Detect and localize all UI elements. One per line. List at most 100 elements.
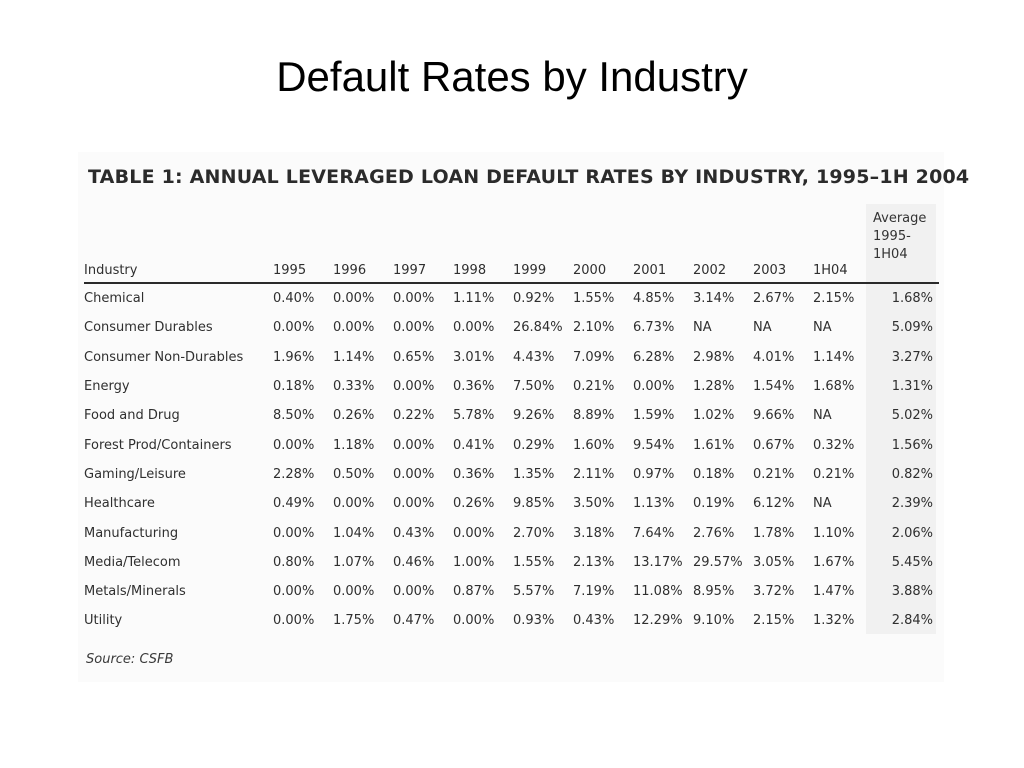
- rate-cell: 3.14%: [693, 291, 735, 307]
- table-row: Healthcare 0.49% 0.00% 0.00% 0.26% 9.85% 3.50%…: [84, 489, 939, 518]
- rate-cell: 2.13%: [573, 554, 615, 570]
- rate-cell: NA: [813, 408, 832, 424]
- rate-cell: 0.21%: [753, 466, 795, 482]
- rate-cell: 0.29%: [513, 437, 555, 453]
- rate-cell: 9.66%: [753, 408, 795, 424]
- rate-cell: 8.95%: [693, 584, 735, 600]
- average-cell: 5.45%: [891, 554, 933, 570]
- rate-cell: 0.36%: [453, 466, 495, 482]
- rate-cell: 6.12%: [753, 496, 795, 512]
- column-header-year: 1998: [453, 248, 513, 284]
- rate-cell: 0.00%: [393, 584, 435, 600]
- table-row: Utility 0.00% 1.75% 0.47% 0.00% 0.93% 0.43% 12.…: [84, 606, 939, 635]
- table-row: Energy 0.18% 0.33% 0.00% 0.36% 7.50% 0.21% 0.00…: [84, 372, 939, 401]
- rate-cell: 1.10%: [813, 525, 855, 541]
- rate-cell: 3.05%: [753, 554, 795, 570]
- column-header-year: 1H04: [813, 248, 873, 284]
- rate-cell: 6.28%: [633, 349, 675, 365]
- industry-cell: Forest Prod/Containers: [84, 437, 232, 453]
- rate-cell: 1.55%: [573, 291, 615, 307]
- rate-cell: 0.32%: [813, 437, 855, 453]
- table-row: Gaming/Leisure 2.28% 0.50% 0.00% 0.36% 1.35% 2…: [84, 460, 939, 489]
- rate-cell: 11.08%: [633, 584, 683, 600]
- rate-cell: 9.10%: [693, 613, 735, 629]
- rate-cell: 0.00%: [273, 613, 315, 629]
- rate-cell: 26.84%: [513, 320, 563, 336]
- column-header-year: 1995: [273, 248, 333, 284]
- rate-cell: 2.76%: [693, 525, 735, 541]
- rate-cell: 0.00%: [453, 525, 495, 541]
- rate-cell: 0.47%: [393, 613, 435, 629]
- average-cell: 3.27%: [891, 349, 933, 365]
- rate-cell: 1.13%: [633, 496, 675, 512]
- average-cell: 5.02%: [891, 408, 933, 424]
- rate-cell: 3.50%: [573, 496, 615, 512]
- industry-cell: Manufacturing: [84, 525, 179, 541]
- rate-cell: 9.54%: [633, 437, 675, 453]
- rate-cell: 5.78%: [453, 408, 495, 424]
- rate-cell: 1.68%: [813, 379, 855, 395]
- rate-cell: 0.46%: [393, 554, 435, 570]
- rate-cell: 2.98%: [693, 349, 735, 365]
- table-heading: TABLE 1: ANNUAL LEVERAGED LOAN DEFAULT R…: [88, 166, 970, 188]
- column-header-year: 2001: [633, 248, 693, 284]
- rate-cell: 0.00%: [393, 437, 435, 453]
- rate-cell: 0.00%: [333, 584, 375, 600]
- rate-cell: 4.43%: [513, 349, 555, 365]
- rate-cell: 0.00%: [453, 613, 495, 629]
- industry-cell: Food and Drug: [84, 408, 180, 424]
- slide-title: Default Rates by Industry: [276, 53, 748, 100]
- rate-cell: 2.70%: [513, 525, 555, 541]
- scanned-table-image: TABLE 1: ANNUAL LEVERAGED LOAN DEFAULT R…: [78, 152, 969, 682]
- industry-cell: Energy: [84, 379, 130, 395]
- rate-cell: NA: [813, 496, 832, 512]
- average-cell: 1.56%: [891, 437, 933, 453]
- rate-cell: 0.00%: [273, 584, 315, 600]
- rate-cell: 1.59%: [633, 408, 675, 424]
- rate-cell: 0.00%: [453, 320, 495, 336]
- rate-cell: 0.00%: [393, 291, 435, 307]
- rate-cell: 3.01%: [453, 349, 495, 365]
- rate-cell: 2.10%: [573, 320, 615, 336]
- rate-cell: 8.89%: [573, 408, 615, 424]
- rate-cell: 0.00%: [333, 320, 375, 336]
- column-header-year: 2003: [753, 248, 813, 284]
- rate-cell: 1.35%: [513, 466, 555, 482]
- rate-cell: 1.32%: [813, 613, 855, 629]
- rate-cell: 0.67%: [753, 437, 795, 453]
- average-cell: 0.82%: [891, 466, 933, 482]
- average-cell: 2.39%: [891, 496, 933, 512]
- rate-cell: 1.47%: [813, 584, 855, 600]
- rate-cell: 1.14%: [813, 349, 855, 365]
- rate-cell: 2.28%: [273, 466, 315, 482]
- table-header-row: Industry 1995 1996 1997 1998 1999 2000 2…: [84, 248, 939, 284]
- column-header-industry: Industry: [84, 248, 273, 284]
- rate-cell: 1.67%: [813, 554, 855, 570]
- table-row: Forest Prod/Containers 0.00% 1.18% 0.00% 0.4…: [84, 430, 939, 459]
- rate-cell: 9.85%: [513, 496, 555, 512]
- industry-cell: Media/Telecom: [84, 554, 181, 570]
- rate-cell: 0.41%: [453, 437, 495, 453]
- rate-cell: 1.18%: [333, 437, 375, 453]
- table-row: Chemical 0.40% 0.00% 0.00% 1.11% 0.92% 1.55% 4.…: [84, 283, 939, 313]
- rate-cell: NA: [753, 320, 772, 336]
- rate-cell: 0.00%: [273, 320, 315, 336]
- average-cell: 5.09%: [891, 320, 933, 336]
- rate-cell: 0.00%: [393, 379, 435, 395]
- rate-cell: NA: [693, 320, 712, 336]
- rate-cell: 7.64%: [633, 525, 675, 541]
- rate-cell: 0.18%: [693, 466, 735, 482]
- rate-cell: 0.19%: [693, 496, 735, 512]
- rate-cell: 0.00%: [393, 320, 435, 336]
- table-row: Consumer Durables 0.00% 0.00% 0.00% 0.00% 26.…: [84, 313, 939, 342]
- column-header-year: 1999: [513, 248, 573, 284]
- table-row: Manufacturing 0.00% 1.04% 0.43% 0.00% 2.70% 3.…: [84, 518, 939, 547]
- average-cell: 2.06%: [891, 525, 933, 541]
- average-header-line: 1995-: [873, 229, 911, 244]
- rate-cell: 0.26%: [333, 408, 375, 424]
- rate-cell: 0.36%: [453, 379, 495, 395]
- rate-cell: 2.15%: [813, 291, 855, 307]
- rate-cell: 1.28%: [693, 379, 735, 395]
- source-note: Source: CSFB: [86, 652, 174, 667]
